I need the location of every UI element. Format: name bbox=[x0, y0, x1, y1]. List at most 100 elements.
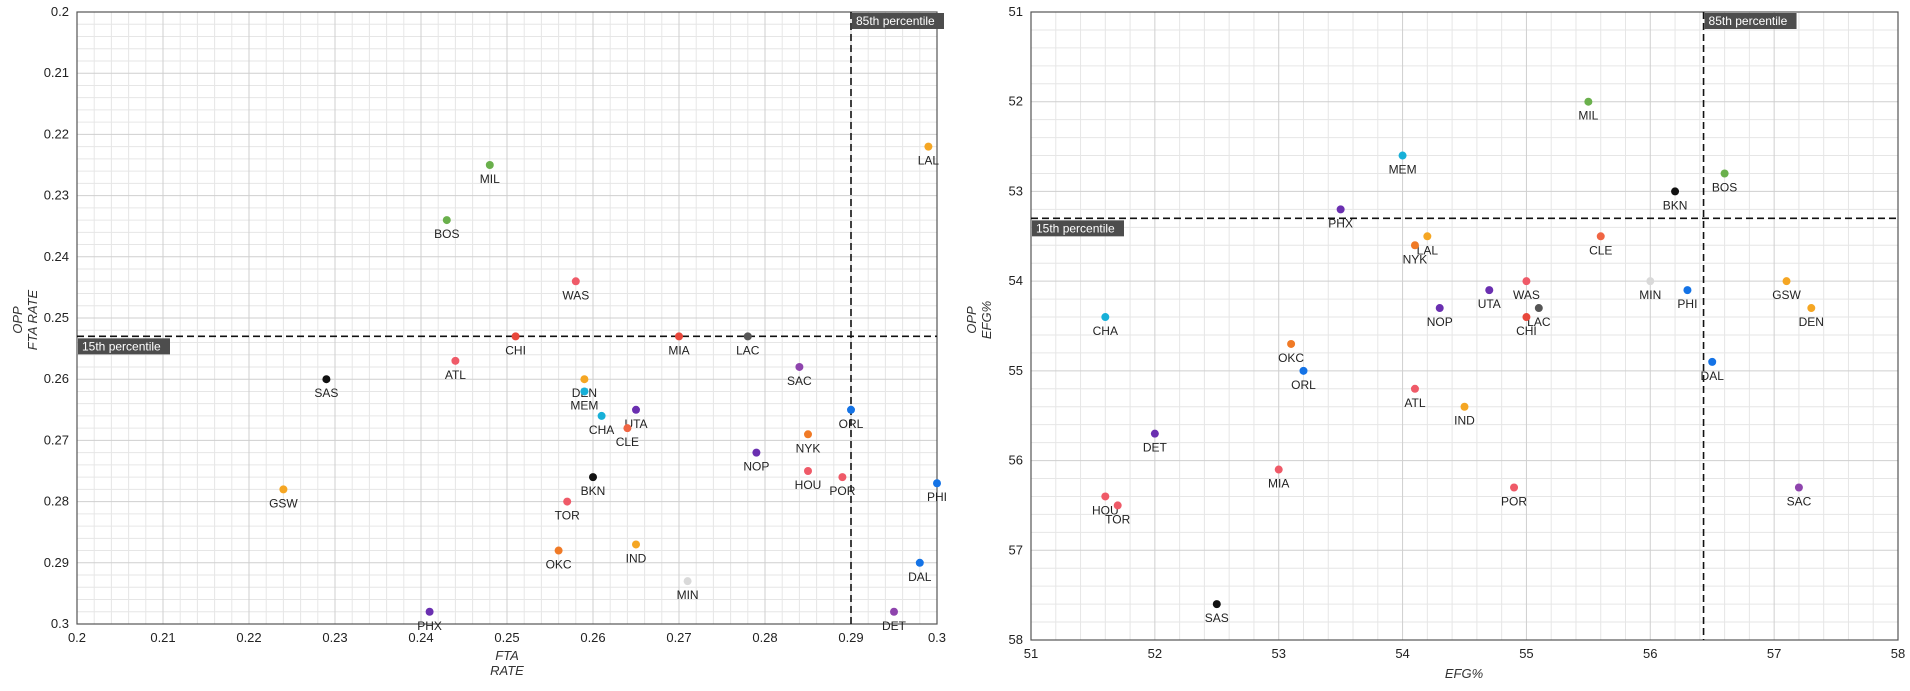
data-label-nop: NOP bbox=[1427, 315, 1453, 329]
percentile-85-tag bbox=[1704, 13, 1797, 29]
x-tick-label: 57 bbox=[1767, 646, 1781, 661]
data-point-gsw bbox=[1782, 277, 1791, 286]
data-label-phi: PHI bbox=[927, 490, 947, 504]
data-point-mem bbox=[1398, 151, 1407, 160]
y-tick-label: 0.3 bbox=[51, 616, 69, 631]
data-point-cle bbox=[1596, 232, 1605, 241]
data-point-det bbox=[890, 607, 898, 616]
data-point-was bbox=[571, 277, 580, 286]
x-tick-label: 56 bbox=[1643, 646, 1657, 661]
data-point-ind bbox=[1460, 402, 1469, 411]
data-label-cle: CLE bbox=[616, 435, 639, 449]
data-label-hou: HOU bbox=[1092, 503, 1119, 517]
data-point-dal bbox=[1708, 357, 1717, 366]
data-label-chi: CHI bbox=[1516, 324, 1537, 338]
y-tick-label: 0.27 bbox=[44, 432, 69, 447]
data-label-chi: CHI bbox=[505, 343, 526, 357]
data-label-mil: MIL bbox=[480, 172, 500, 186]
data-label-det: DET bbox=[882, 619, 907, 633]
x-tick-label: 51 bbox=[1024, 646, 1038, 661]
data-label-dal: DAL bbox=[1701, 369, 1725, 383]
data-point-was bbox=[1522, 277, 1531, 286]
data-label-min: MIN bbox=[677, 588, 699, 602]
y-tick-label: 0.2 bbox=[51, 4, 69, 19]
percentile-85-tag bbox=[852, 13, 944, 29]
data-label-phi: PHI bbox=[1677, 297, 1697, 311]
data-point-mia bbox=[1274, 465, 1283, 474]
y-tick-label: 53 bbox=[1009, 183, 1023, 198]
data-label-atl: ATL bbox=[445, 368, 466, 382]
data-point-phx bbox=[1336, 205, 1345, 214]
percentile-15-label: 15th percentile bbox=[1036, 221, 1115, 235]
data-label-lac: LAC bbox=[1527, 315, 1551, 329]
data-point-okc bbox=[554, 546, 563, 555]
data-label-sas: SAS bbox=[314, 386, 338, 400]
data-label-bos: BOS bbox=[434, 227, 459, 241]
data-label-bkn: BKN bbox=[1663, 198, 1688, 212]
data-point-bkn bbox=[589, 473, 597, 482]
x-axis-title: RATE bbox=[490, 663, 524, 678]
x-tick-label: 0.27 bbox=[666, 630, 691, 645]
x-axis-title: EFG% bbox=[1445, 666, 1483, 681]
x-tick-label: 0.23 bbox=[322, 630, 347, 645]
data-label-sac: SAC bbox=[1787, 494, 1812, 508]
data-point-atl bbox=[1410, 384, 1419, 393]
data-point-mil bbox=[1584, 97, 1593, 106]
data-label-bos: BOS bbox=[1712, 180, 1737, 194]
data-label-ind: IND bbox=[1454, 414, 1475, 428]
data-point-orl bbox=[1299, 366, 1308, 375]
x-tick-label: 58 bbox=[1891, 646, 1905, 661]
x-tick-label: 0.28 bbox=[752, 630, 777, 645]
y-axis-title: OPP bbox=[10, 306, 25, 334]
data-label-lac: LAC bbox=[736, 343, 760, 357]
data-point-orl bbox=[847, 405, 855, 414]
x-axis-title: FTA bbox=[495, 648, 519, 663]
data-point-por bbox=[838, 473, 847, 482]
data-point-sac bbox=[795, 362, 804, 371]
y-tick-label: 52 bbox=[1009, 94, 1023, 109]
y-tick-label: 0.25 bbox=[44, 310, 69, 325]
x-tick-label: 53 bbox=[1271, 646, 1285, 661]
data-label-nyk: NYK bbox=[1403, 252, 1428, 266]
y-tick-label: 51 bbox=[1009, 4, 1023, 19]
data-point-chi bbox=[1522, 313, 1531, 322]
percentile-15-label: 15th percentile bbox=[82, 339, 161, 353]
data-point-nop bbox=[1435, 304, 1444, 313]
data-point-bos bbox=[1720, 169, 1729, 178]
data-label-gsw: GSW bbox=[269, 496, 298, 510]
data-point-min bbox=[683, 577, 692, 586]
data-label-tor: TOR bbox=[555, 509, 580, 523]
data-label-lal: LAL bbox=[1417, 243, 1439, 257]
plot-frame bbox=[76, 11, 938, 625]
y-axis-title: OPP bbox=[964, 306, 979, 334]
data-point-cha bbox=[597, 411, 606, 420]
data-label-cha: CHA bbox=[1093, 324, 1118, 338]
data-point-hou bbox=[1101, 492, 1110, 501]
y-tick-label: 54 bbox=[1009, 273, 1023, 288]
data-label-mia: MIA bbox=[1268, 477, 1289, 491]
data-label-cle: CLE bbox=[1589, 243, 1612, 257]
y-axis-title: EFG% bbox=[979, 301, 994, 339]
x-tick-label: 0.24 bbox=[408, 630, 433, 645]
data-label-hou: HOU bbox=[795, 478, 822, 492]
y-tick-label: 56 bbox=[1009, 453, 1023, 468]
data-point-gsw bbox=[279, 485, 288, 494]
data-point-mil bbox=[485, 161, 494, 169]
x-tick-label: 0.26 bbox=[580, 630, 605, 645]
data-label-phx: PHX bbox=[417, 619, 442, 633]
data-label-okc: OKC bbox=[546, 558, 572, 572]
data-point-phx bbox=[425, 607, 434, 616]
data-label-mia: MIA bbox=[668, 343, 689, 357]
data-point-nyk bbox=[804, 430, 812, 439]
data-point-phi bbox=[1683, 286, 1692, 295]
data-label-min: MIN bbox=[1639, 288, 1661, 302]
x-tick-label: 0.29 bbox=[838, 630, 863, 645]
data-label-atl: ATL bbox=[1404, 396, 1425, 410]
x-tick-label: 0.25 bbox=[494, 630, 519, 645]
data-label-sac: SAC bbox=[787, 374, 812, 388]
data-point-cle bbox=[623, 424, 632, 433]
data-point-den bbox=[1807, 304, 1816, 313]
fta-rate-scatter-chart: 0.2 0.21 0.22 0.23 0.24 0.25 0.26 0.27 0.28 0.29 0… bbox=[10, 4, 947, 678]
y-tick-label: 58 bbox=[1009, 632, 1023, 647]
data-label-cha: CHA bbox=[589, 423, 614, 437]
